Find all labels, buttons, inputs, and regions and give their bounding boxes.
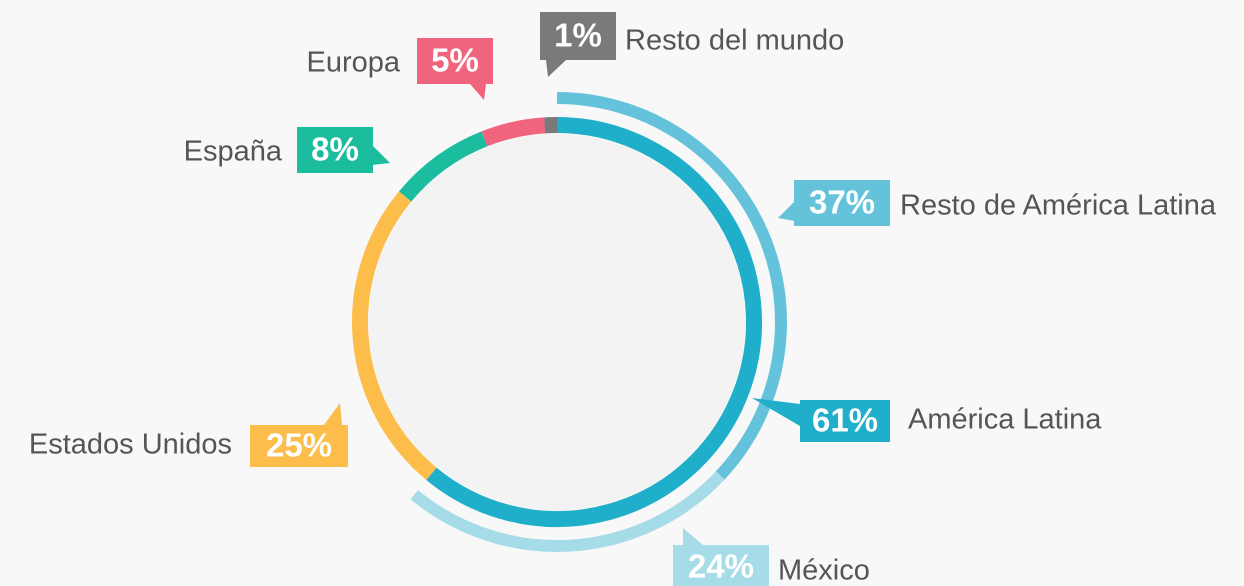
value-label: 1%	[554, 17, 602, 54]
value-label: 8%	[311, 131, 359, 168]
donut-segment	[426, 117, 762, 527]
donut-center	[385, 150, 729, 494]
category-label: Europa	[306, 47, 400, 79]
label-box	[673, 545, 769, 586]
category-label: Estados Unidos	[29, 429, 232, 461]
label-pointer	[372, 145, 390, 165]
label-box	[297, 127, 373, 173]
donut-segment	[556, 92, 787, 480]
label-pointer	[546, 60, 566, 77]
category-label: América Latina	[908, 404, 1102, 436]
category-label: España	[184, 136, 283, 168]
label-pointer	[683, 528, 703, 545]
donut-segment	[410, 471, 725, 552]
donut-segment	[352, 191, 437, 480]
label-pointer	[470, 84, 486, 100]
label-box	[250, 425, 348, 467]
label-pointer	[752, 398, 800, 426]
label-box	[417, 38, 493, 84]
label-box	[540, 12, 616, 60]
donut-segment	[481, 117, 546, 147]
label-box	[794, 180, 890, 226]
value-label: 24%	[688, 548, 754, 585]
label-box	[800, 400, 890, 442]
category-label: México	[778, 555, 870, 586]
value-label: 61%	[812, 402, 878, 439]
label-pointer	[324, 403, 342, 425]
category-label: Resto de América Latina	[900, 190, 1217, 222]
donut-segment	[399, 131, 488, 202]
category-label: Resto del mundo	[625, 25, 844, 57]
value-label: 37%	[809, 184, 875, 221]
value-label: 25%	[266, 427, 332, 464]
value-label: 5%	[431, 42, 479, 79]
